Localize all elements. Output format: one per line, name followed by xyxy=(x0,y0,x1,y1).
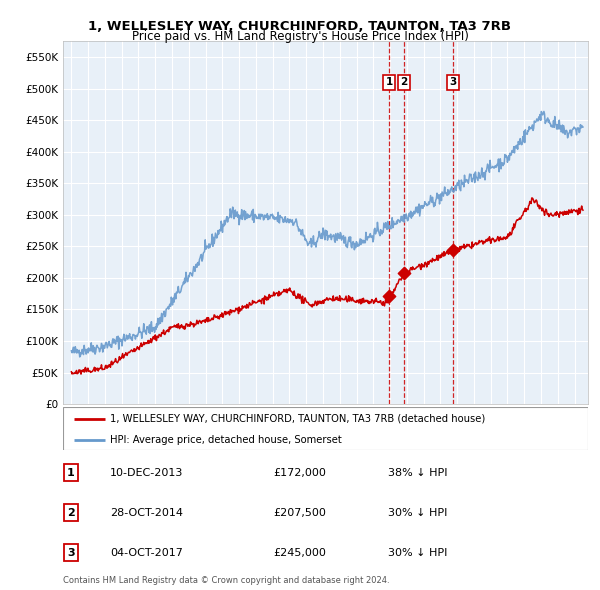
Point xyxy=(399,268,409,278)
Text: 30% ↓ HPI: 30% ↓ HPI xyxy=(389,548,448,558)
Text: 3: 3 xyxy=(449,77,457,87)
Text: 28-OCT-2014: 28-OCT-2014 xyxy=(110,508,183,517)
Text: £172,000: £172,000 xyxy=(273,468,326,477)
Text: £207,500: £207,500 xyxy=(273,508,326,517)
Text: 2: 2 xyxy=(67,508,75,517)
Point xyxy=(448,245,458,254)
Point xyxy=(384,291,394,300)
Text: 1: 1 xyxy=(385,77,392,87)
Text: Contains HM Land Registry data © Crown copyright and database right 2024.: Contains HM Land Registry data © Crown c… xyxy=(63,576,389,585)
Text: 10-DEC-2013: 10-DEC-2013 xyxy=(110,468,184,477)
Text: 30% ↓ HPI: 30% ↓ HPI xyxy=(389,508,448,517)
Text: 2: 2 xyxy=(400,77,407,87)
FancyBboxPatch shape xyxy=(63,407,588,450)
Text: 1, WELLESLEY WAY, CHURCHINFORD, TAUNTON, TA3 7RB (detached house): 1, WELLESLEY WAY, CHURCHINFORD, TAUNTON,… xyxy=(110,414,485,424)
Text: 04-OCT-2017: 04-OCT-2017 xyxy=(110,548,183,558)
Text: 1, WELLESLEY WAY, CHURCHINFORD, TAUNTON, TA3 7RB: 1, WELLESLEY WAY, CHURCHINFORD, TAUNTON,… xyxy=(89,20,511,33)
Text: 3: 3 xyxy=(67,548,74,558)
Text: £245,000: £245,000 xyxy=(273,548,326,558)
Text: Price paid vs. HM Land Registry's House Price Index (HPI): Price paid vs. HM Land Registry's House … xyxy=(131,30,469,43)
Text: 38% ↓ HPI: 38% ↓ HPI xyxy=(389,468,448,477)
Text: HPI: Average price, detached house, Somerset: HPI: Average price, detached house, Some… xyxy=(110,435,342,445)
Text: 1: 1 xyxy=(67,468,75,477)
